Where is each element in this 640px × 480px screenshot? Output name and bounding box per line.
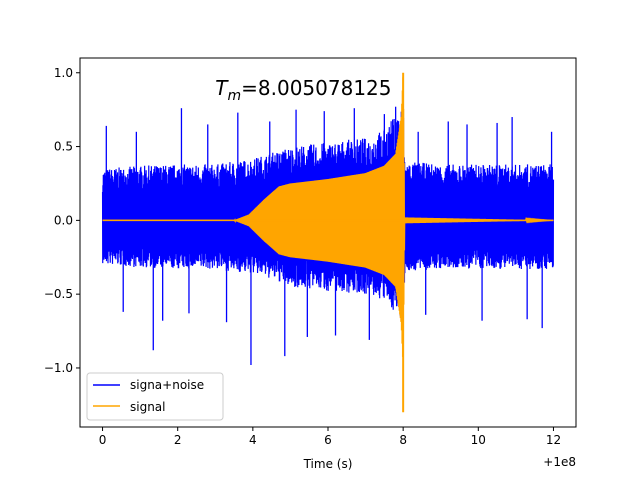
y-axis-ticks: −1.0 −0.5 0.0 0.5 1.0 [44,66,80,375]
y-tick-label: −0.5 [44,287,73,301]
annotation-prefix: T [215,76,229,100]
annotation-value: =8.005078125 [241,76,391,100]
x-axis-label: Time (s) [303,457,353,471]
x-tick-label: 4 [249,433,257,447]
x-tick-label: 8 [399,433,407,447]
x-tick-label: 0 [99,433,107,447]
x-tick-label: 6 [324,433,332,447]
legend-label-noise: signa+noise [130,378,204,392]
legend: signa+noise signal [86,372,224,421]
legend-box [86,372,224,421]
y-tick-label: 0.0 [54,213,73,227]
y-tick-label: −1.0 [44,361,73,375]
chart-annotation: Tm=8.005078125 [215,76,391,104]
x-tick-label: 10 [471,433,486,447]
series-line-signal-noise [101,111,555,323]
annotation-subscript: m [227,88,241,104]
y-tick-label: 1.0 [54,66,73,80]
x-tick-label: 2 [174,433,182,447]
y-tick-label: 0.5 [54,140,73,154]
legend-label-signal: signal [130,400,166,414]
plot-series [101,72,555,413]
x-axis-ticks: 0 2 4 6 8 10 12 [99,427,561,447]
x-tick-label: 12 [546,433,561,447]
x-axis-offset: +1e8 [543,455,576,469]
